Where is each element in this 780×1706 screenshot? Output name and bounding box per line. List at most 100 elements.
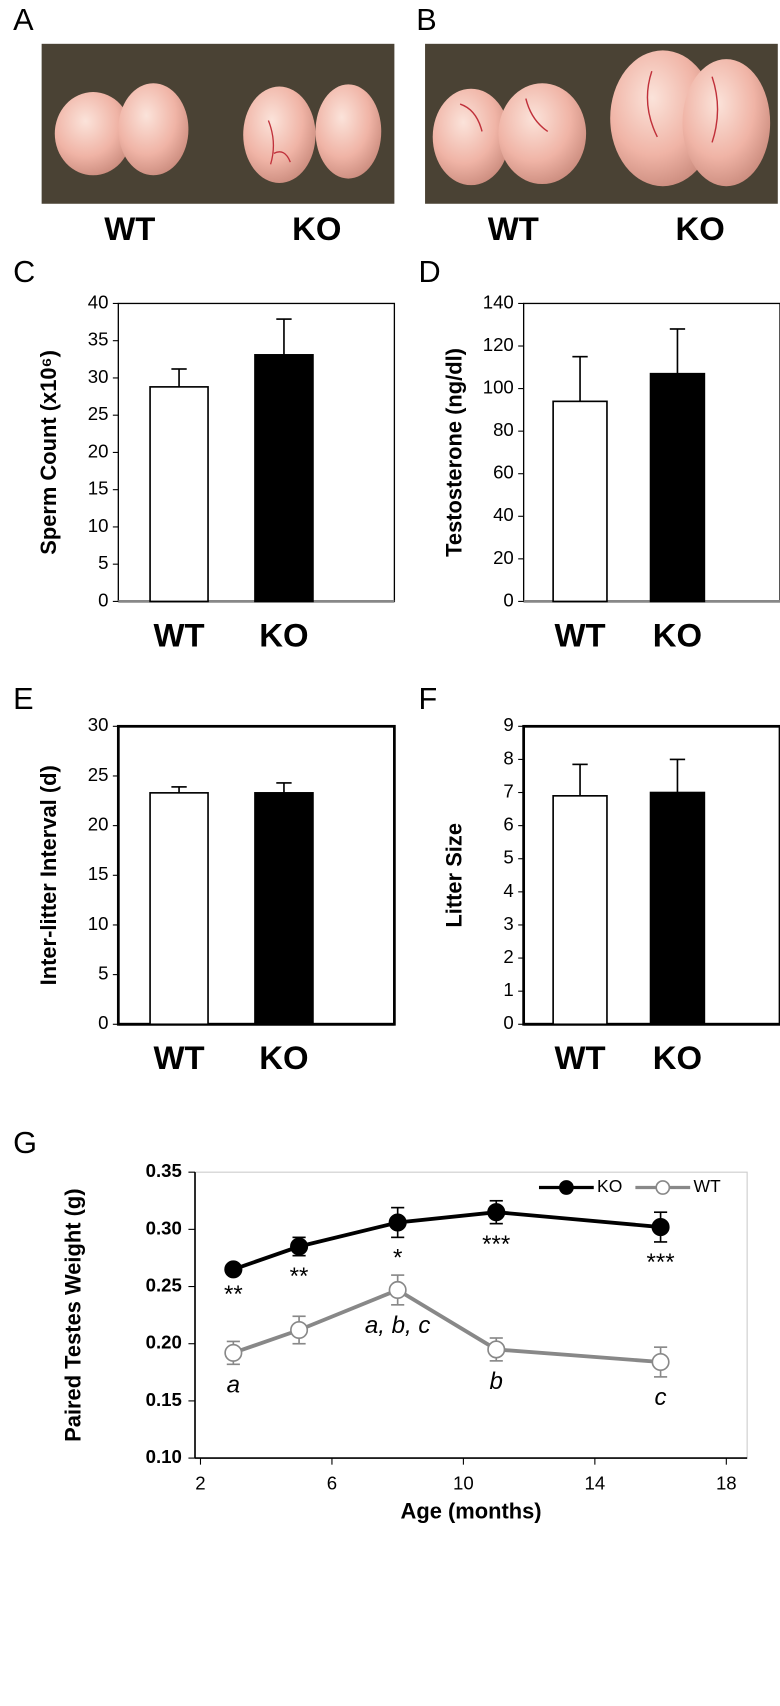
- y-axis-label: Sperm Count (x10⁶): [36, 350, 61, 555]
- photo-caption: WT: [104, 210, 155, 247]
- y-tick-label: 140: [483, 291, 514, 312]
- y-tick-label: 8: [503, 747, 513, 768]
- marker: [487, 1203, 506, 1222]
- x-tick-label: WT: [554, 616, 605, 653]
- y-axis-label: Inter-litter Interval (d): [36, 765, 61, 985]
- y-tick-label: 0.10: [146, 1446, 182, 1467]
- y-tick-label: 1: [503, 979, 513, 1000]
- y-tick-label: 20: [88, 440, 109, 461]
- y-tick-label: 20: [493, 547, 514, 568]
- photo-b: [425, 43, 778, 204]
- y-tick-label: 0: [503, 1012, 513, 1033]
- photo-caption: KO: [292, 210, 341, 247]
- point-label: **: [224, 1281, 243, 1308]
- panel-label: B: [416, 3, 436, 37]
- y-tick-label: 35: [88, 329, 109, 350]
- y-tick-label: 60: [493, 462, 514, 483]
- marker: [388, 1213, 407, 1232]
- y-tick-label: 5: [98, 552, 108, 573]
- y-tick-label: 0.15: [146, 1389, 182, 1410]
- x-tick-label: KO: [259, 1039, 308, 1076]
- y-tick-label: 100: [483, 377, 514, 398]
- x-tick-label: WT: [154, 616, 205, 653]
- marker: [290, 1320, 309, 1340]
- point-label: b: [490, 1368, 503, 1395]
- y-tick-label: 4: [503, 880, 513, 901]
- point-label: a, b, c: [365, 1312, 431, 1339]
- y-tick-label: 15: [88, 863, 109, 884]
- legend-label: KO: [597, 1176, 622, 1196]
- photo-a: [41, 43, 395, 204]
- y-axis-label: Testosterone (ng/dl): [442, 348, 467, 557]
- legend-label: WT: [693, 1176, 721, 1196]
- y-tick-label: 2: [503, 946, 513, 967]
- y-axis-label: Litter Size: [442, 823, 467, 928]
- y-tick-label: 5: [503, 847, 513, 868]
- y-tick-label: 15: [88, 478, 109, 499]
- point-label: ***: [482, 1231, 510, 1258]
- bar: [149, 792, 209, 1026]
- y-tick-label: 9: [503, 714, 513, 735]
- y-tick-label: 10: [88, 913, 109, 934]
- point-label: c: [655, 1384, 667, 1411]
- bar: [254, 792, 314, 1026]
- y-tick-label: 120: [483, 334, 514, 355]
- x-tick-label: 10: [453, 1472, 474, 1493]
- y-tick-label: 0.20: [146, 1332, 182, 1353]
- point-label: **: [290, 1263, 309, 1290]
- y-tick-label: 40: [88, 291, 109, 312]
- bar: [149, 386, 209, 603]
- marker: [290, 1237, 309, 1256]
- y-tick-label: 0.25: [146, 1274, 182, 1295]
- x-tick-label: WT: [554, 1039, 605, 1076]
- y-tick-label: 25: [88, 764, 109, 785]
- y-tick-label: 3: [503, 913, 513, 934]
- point-label: a: [227, 1372, 240, 1399]
- y-tick-label: 0: [98, 589, 108, 610]
- bar: [649, 372, 706, 603]
- x-tick-label: 18: [716, 1472, 737, 1493]
- y-tick-label: 25: [88, 403, 109, 424]
- bar: [552, 795, 608, 1026]
- y-tick-label: 80: [493, 419, 514, 440]
- panel-label: E: [13, 682, 33, 716]
- legend-marker: [655, 1180, 671, 1195]
- x-tick-label: WT: [154, 1039, 205, 1076]
- y-tick-label: 0.35: [146, 1160, 182, 1181]
- bar: [649, 791, 706, 1026]
- y-tick-label: 5: [98, 963, 108, 984]
- photo-caption: WT: [488, 210, 539, 247]
- y-tick-label: 30: [88, 714, 109, 735]
- x-axis-label: Age (months): [401, 1499, 542, 1524]
- x-tick-label: 14: [585, 1472, 606, 1493]
- marker: [487, 1340, 506, 1359]
- y-tick-label: 7: [503, 780, 513, 801]
- y-tick-label: 30: [88, 366, 109, 387]
- bar: [552, 400, 608, 603]
- x-tick-label: KO: [653, 616, 702, 653]
- marker: [224, 1260, 243, 1279]
- marker: [651, 1218, 670, 1237]
- y-tick-label: 40: [493, 504, 514, 525]
- y-tick-label: 0: [98, 1012, 108, 1033]
- x-tick-label: KO: [653, 1039, 702, 1076]
- photo-caption: KO: [676, 210, 725, 247]
- x-tick-label: 6: [327, 1472, 337, 1493]
- y-axis-label: Paired Testes Weight (g): [60, 1188, 85, 1441]
- y-tick-label: 0.30: [146, 1217, 182, 1238]
- point-label: ***: [647, 1249, 675, 1276]
- x-tick-label: KO: [259, 616, 308, 653]
- panel-label: C: [13, 255, 35, 289]
- marker: [388, 1280, 407, 1300]
- marker: [651, 1352, 670, 1372]
- y-tick-label: 6: [503, 814, 513, 835]
- y-tick-label: 20: [88, 814, 109, 835]
- panel-label: F: [418, 682, 437, 716]
- legend-marker: [558, 1180, 574, 1195]
- y-tick-label: 10: [88, 515, 109, 536]
- bar: [254, 354, 314, 603]
- y-tick-label: 0: [503, 589, 513, 610]
- point-label: *: [393, 1245, 402, 1272]
- panel-label: G: [13, 1126, 37, 1160]
